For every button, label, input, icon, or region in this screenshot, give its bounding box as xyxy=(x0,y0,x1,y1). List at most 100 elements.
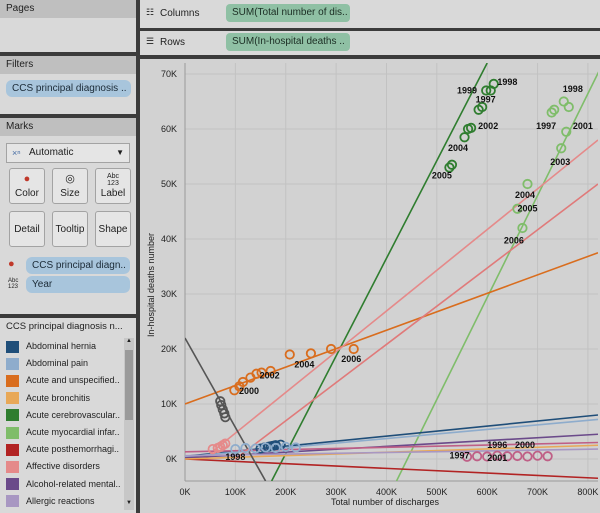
data-point[interactable] xyxy=(556,143,567,154)
y-tick-label: 40K xyxy=(161,234,177,244)
scroll-down-icon[interactable]: ▼ xyxy=(126,500,132,506)
data-point[interactable] xyxy=(561,126,572,137)
legend-swatch xyxy=(6,461,19,474)
data-point[interactable] xyxy=(280,441,291,452)
data-point[interactable] xyxy=(284,349,295,360)
data-point[interactable] xyxy=(444,162,455,173)
data-point[interactable] xyxy=(546,107,557,118)
rows-pill[interactable]: SUM(In-hospital deaths .. xyxy=(226,33,350,51)
shape-button[interactable]: Shape xyxy=(95,211,131,247)
detail-button[interactable]: Detail xyxy=(9,211,45,247)
data-point[interactable] xyxy=(481,85,492,96)
legend-item[interactable]: Acute and unspecified.. xyxy=(6,372,120,389)
data-point[interactable] xyxy=(482,451,493,462)
legend-item[interactable]: Acute myocardial infar.. xyxy=(6,424,120,441)
point-label: 2001 xyxy=(487,453,507,463)
trend-line xyxy=(209,139,598,455)
scroll-up-icon[interactable]: ▲ xyxy=(126,338,132,344)
legend-item[interactable]: Abdominal pain xyxy=(6,355,88,372)
size-button[interactable]: ◎ Size xyxy=(52,168,88,204)
data-point[interactable] xyxy=(477,101,488,113)
filter-pill-ccs-diagnosis[interactable]: CCS principal diagnosis .. xyxy=(6,80,131,97)
data-point[interactable] xyxy=(532,450,543,461)
legend-item-label: Affective disorders xyxy=(26,461,100,472)
scroll-thumb[interactable] xyxy=(125,350,133,420)
tooltip-button-label: Tooltip xyxy=(55,224,85,235)
data-point[interactable] xyxy=(512,203,523,214)
x-tick-label: 300K xyxy=(326,487,347,497)
point-label: 1997 xyxy=(476,95,496,105)
y-tick-label: 0K xyxy=(166,454,177,464)
data-point[interactable] xyxy=(502,451,513,462)
data-point[interactable] xyxy=(220,438,231,449)
axes: 0K 100K 200K 300K 400K 500K 600K 700K 800K 0K 10K 2… xyxy=(161,63,598,497)
data-point[interactable] xyxy=(558,96,569,107)
point-label: 2000 xyxy=(239,386,259,396)
data-point[interactable] xyxy=(230,443,241,455)
data-point[interactable] xyxy=(563,101,574,113)
legend-swatch xyxy=(6,375,19,388)
x-tick-label: 700K xyxy=(527,487,548,497)
data-point[interactable] xyxy=(465,122,477,134)
legend-scrollbar[interactable]: ▲ ▼ xyxy=(124,338,134,510)
size-button-label: Size xyxy=(60,188,80,199)
point-label: 2005 xyxy=(432,171,452,181)
mark-type-dropdown[interactable]: ×ⁿ Automatic ▼ xyxy=(6,143,130,163)
chevron-down-icon: ▼ xyxy=(116,148,124,157)
data-point[interactable] xyxy=(237,376,249,388)
legend-item[interactable]: Affective disorders xyxy=(6,458,100,475)
point-label: 1996 xyxy=(487,440,507,450)
point-label: 1999 xyxy=(457,85,477,95)
data-point[interactable] xyxy=(488,78,499,90)
point-label: 1998 xyxy=(225,452,245,462)
scatter-chart[interactable]: 0K 100K 200K 300K 400K 500K 600K 700K 800K 0K 10K 2… xyxy=(140,59,600,513)
data-point[interactable] xyxy=(256,367,267,378)
data-point[interactable] xyxy=(305,348,317,359)
legend-item[interactable]: Alcohol-related mental.. xyxy=(6,476,121,493)
data-point[interactable] xyxy=(459,132,470,143)
legend-swatch xyxy=(6,478,19,491)
legend-item[interactable]: Acute bronchitis xyxy=(6,390,90,407)
color-button-label: Color xyxy=(15,188,39,199)
data-point[interactable] xyxy=(348,343,359,355)
legend-item[interactable]: Allergic reactions xyxy=(6,493,95,510)
data-point[interactable] xyxy=(446,159,458,170)
data-point[interactable] xyxy=(260,442,271,453)
point-label: 1998 xyxy=(497,77,517,87)
data-point[interactable] xyxy=(220,412,231,423)
automatic-mark-icon: ×ⁿ xyxy=(12,148,21,158)
data-point[interactable] xyxy=(522,451,533,462)
data-point[interactable] xyxy=(290,442,301,453)
legend-swatch xyxy=(6,426,19,439)
x-tick-label: 0K xyxy=(179,487,190,497)
data-point[interactable] xyxy=(522,178,533,190)
columns-pill[interactable]: SUM(Total number of dis.. xyxy=(226,4,350,22)
data-point[interactable] xyxy=(461,451,473,462)
data-point[interactable] xyxy=(270,442,281,454)
legend-item[interactable]: Acute posthemorrhagi.. xyxy=(6,441,119,458)
color-button[interactable]: ● Color xyxy=(9,168,45,204)
data-point[interactable] xyxy=(472,451,483,462)
data-point[interactable] xyxy=(325,343,337,355)
data-point[interactable] xyxy=(251,368,262,379)
data-point[interactable] xyxy=(512,450,523,462)
legend-item[interactable]: Acute cerebrovascular.. xyxy=(6,407,120,424)
data-point[interactable] xyxy=(250,443,261,454)
legend-item-label: Acute posthemorrhagi.. xyxy=(26,444,120,455)
data-point[interactable] xyxy=(492,450,503,461)
label-button[interactable]: Abc 123 Label xyxy=(95,168,131,204)
data-point[interactable] xyxy=(542,451,553,462)
data-point[interactable] xyxy=(549,104,560,115)
y-axis-label: In-hospital deaths number xyxy=(146,233,156,337)
point-label: 2005 xyxy=(517,204,537,214)
legend-item[interactable]: Abdominal hernia xyxy=(6,338,96,355)
pages-card: Pages xyxy=(0,0,136,52)
x-tick-label: 400K xyxy=(376,487,397,497)
color-field-pill[interactable]: CCS principal diagn.. xyxy=(26,257,130,274)
label-field-pill[interactable]: Year xyxy=(26,276,130,293)
data-point[interactable] xyxy=(240,442,251,454)
tooltip-button[interactable]: Tooltip xyxy=(52,211,88,247)
data-point[interactable] xyxy=(517,222,528,234)
data-point[interactable] xyxy=(265,365,276,377)
